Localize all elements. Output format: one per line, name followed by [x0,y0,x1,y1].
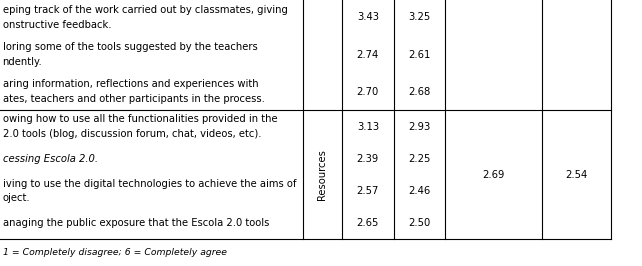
Text: 2.74: 2.74 [357,49,379,60]
Text: 2.39: 2.39 [357,154,379,164]
Text: 2.68: 2.68 [408,87,431,97]
Text: anaging the public exposure that the Escola 2.0 tools: anaging the public exposure that the Esc… [3,218,269,228]
Text: 2.93: 2.93 [408,122,431,131]
Text: Resources: Resources [317,149,327,200]
Text: 2.50: 2.50 [408,218,431,228]
Text: loring some of the tools suggested by the teachers: loring some of the tools suggested by th… [3,42,257,52]
Text: iving to use the digital technologies to achieve the aims of: iving to use the digital technologies to… [3,178,296,189]
Text: 2.0 tools (blog, discussion forum, chat, videos, etc).: 2.0 tools (blog, discussion forum, chat,… [3,129,261,139]
Text: oject.: oject. [3,193,30,203]
Text: ndently.: ndently. [3,57,42,67]
Text: 2.54: 2.54 [566,170,588,180]
Text: 2.70: 2.70 [357,87,379,97]
Text: 2.61: 2.61 [408,49,431,60]
Text: 3.43: 3.43 [357,12,379,22]
Text: 1 = Completely disagree; 6 = Completely agree: 1 = Completely disagree; 6 = Completely … [3,248,227,257]
Text: 2.65: 2.65 [357,218,379,228]
Text: 3.13: 3.13 [357,122,379,131]
Text: eping track of the work carried out by classmates, giving: eping track of the work carried out by c… [3,5,288,15]
Text: aring information, reflections and experiences with: aring information, reflections and exper… [3,79,258,89]
Text: 2.46: 2.46 [408,186,431,196]
Text: onstructive feedback.: onstructive feedback. [3,20,111,30]
Text: 3.25: 3.25 [408,12,431,22]
Text: 2.25: 2.25 [408,154,431,164]
Text: owing how to use all the functionalities provided in the: owing how to use all the functionalities… [3,114,277,124]
Text: ates, teachers and other participants in the process.: ates, teachers and other participants in… [3,94,265,104]
Text: 2.57: 2.57 [357,186,379,196]
Text: 2.69: 2.69 [483,170,505,180]
Text: cessing Escola 2.0.: cessing Escola 2.0. [3,154,98,164]
